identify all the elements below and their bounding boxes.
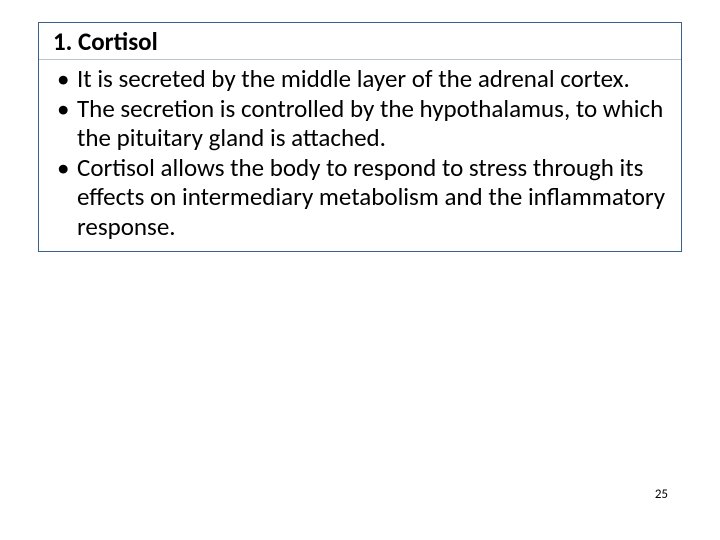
list-item: It is secreted by the middle layer of th… bbox=[53, 64, 667, 94]
content-box: 1. Cortisol It is secreted by the middle… bbox=[38, 22, 682, 252]
slide-title: 1. Cortisol bbox=[39, 23, 681, 60]
slide-container: 1. Cortisol It is secreted by the middle… bbox=[0, 0, 720, 540]
bullet-list: It is secreted by the middle layer of th… bbox=[39, 60, 681, 251]
page-number: 25 bbox=[655, 487, 668, 502]
list-item: The secretion is controlled by the hypot… bbox=[53, 94, 667, 153]
list-item: Cortisol allows the body to respond to s… bbox=[53, 153, 667, 242]
